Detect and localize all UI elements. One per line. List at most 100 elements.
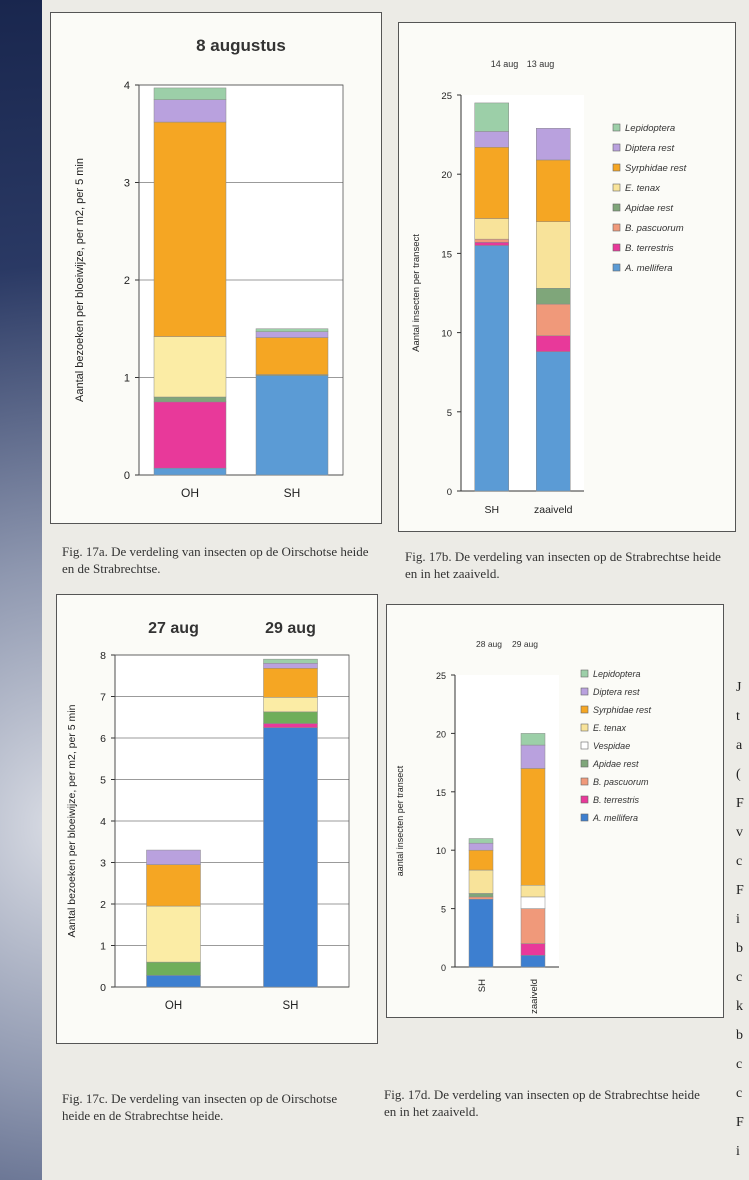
date-label: 14 aug [491,59,519,69]
side-text-fragment: ( [736,767,741,782]
legend-label: B. pascuorum [593,777,649,787]
date-label: 28 aug [476,639,502,649]
bar-segment [520,744,546,769]
legend-label: Diptera rest [625,143,674,154]
legend-swatch [580,741,589,750]
bar-segment [146,961,201,976]
legend-swatch [612,183,621,192]
side-text-fragment: c [736,970,743,985]
x-tick-label: SH [477,979,488,992]
chart-fig-17b: 0 5 10 15 20 25 Aantal insecten per transect SH… [411,59,687,516]
bar-segment [263,658,318,664]
bar-segment [474,238,509,243]
legend-label: B. pascuorum [625,223,684,234]
legend-swatch [580,723,589,732]
legend-label: E. tenax [625,183,661,194]
y-tick-label: 10 [436,846,446,856]
bar-segment [153,336,227,398]
bar-segment [536,351,571,492]
legend-label: A. mellifera [592,813,638,823]
y-tick-label: 3 [100,858,106,870]
bar-segment [255,328,329,332]
y-tick-label: 5 [447,408,452,419]
side-text-fragment: t [736,709,740,724]
legend-swatch [580,777,589,786]
bar-segment [536,335,571,352]
bar-segment [474,102,509,132]
y-tick-label: 0 [124,470,130,482]
legend-swatch [612,223,621,232]
legend-swatch [580,687,589,696]
y-axis-label: aantal insecten per transect [395,765,405,876]
bar-segment [146,864,201,907]
legend-label: B. terrestris [625,243,674,254]
legend-label: Lepidoptera [593,669,641,679]
bar-segment [255,331,329,338]
bar-segment [146,849,201,865]
bar-segment [263,663,318,669]
legend-label: B. terrestris [593,795,640,805]
side-text-fragment: J [736,680,742,695]
legend-swatch [580,795,589,804]
y-axis-label: Aantal bezoeken per bloeiwijze, per m2, … [66,704,78,937]
side-text-fragment: F [736,883,744,898]
y-tick-label: 15 [436,788,446,798]
bar-segment [153,121,227,337]
bar-segment [536,303,571,337]
legend-swatch [580,705,589,714]
chart-fig-17c: 0 1 2 3 4 5 6 7 8 Aantal bezoeken per bloeiwijze,… [66,620,350,1012]
bar-segment [520,943,546,956]
bar-segment [536,159,571,222]
bar-segment [474,218,509,240]
bar-segment [468,842,494,851]
y-tick-label: 8 [100,650,106,662]
x-tick-label: SH [484,504,499,516]
x-tick-label: OH [165,1000,182,1012]
bar-segment [468,899,494,968]
panel-fig-17b: 0 5 10 15 20 25 Aantal insecten per transect SH… [398,22,736,532]
legend-swatch [612,243,621,252]
side-text-fragment: c [736,1086,743,1101]
side-text-fragment: a [736,738,743,753]
panel-fig-17a: 0 1 2 3 4 8 augustus Aantal bezoeken per bloei… [50,12,382,524]
y-tick-label: 5 [441,905,446,915]
bar-segment [474,131,509,148]
y-tick-label: 15 [441,249,452,260]
y-tick-label: 2 [100,899,106,911]
side-text-fragment: b [736,941,743,956]
bar-segment [520,908,546,944]
date-label: 13 aug [527,59,555,69]
y-tick-label: 4 [124,80,130,92]
y-tick-label: 1 [100,941,106,953]
bar-segment [520,768,546,886]
legend-label: Diptera rest [593,687,640,697]
bar-segment [146,975,201,988]
bar-segment [536,287,571,305]
y-tick-label: 3 [124,178,130,190]
legend-label: A. mellifera [624,263,673,274]
caption-fig-17a: Fig. 17a. De verdeling van insecten op d… [62,544,369,576]
bar-segment [263,697,318,713]
panel-fig-17d: 0 5 10 15 20 25 aantal insecten per transect SH… [386,604,724,1018]
date-label: 27 aug [148,620,199,637]
side-text-fragment: F [736,796,744,811]
y-tick-label: 20 [436,729,446,739]
bar-segment [474,147,509,219]
bar-segment [153,467,227,476]
legend-swatch [612,143,621,152]
chart-fig-17a: 0 1 2 3 4 8 augustus Aantal bezoeken per bloei… [74,36,344,500]
bar-segment [474,242,509,246]
y-tick-label: 4 [100,816,106,828]
bar-segment [263,727,318,988]
legend-label: Syrphidae rest [593,705,652,715]
y-tick-label: 6 [100,733,106,745]
side-text-fragment: b [736,1028,743,1043]
legend-swatch [612,263,621,272]
bar-segment [520,955,546,968]
bar-segment [536,221,571,289]
legend-label: E. tenax [593,723,627,733]
chart-title: 8 augustus [196,36,286,55]
bar-segment [255,337,329,375]
bar-segment [468,896,494,900]
bar-segment [468,869,494,894]
